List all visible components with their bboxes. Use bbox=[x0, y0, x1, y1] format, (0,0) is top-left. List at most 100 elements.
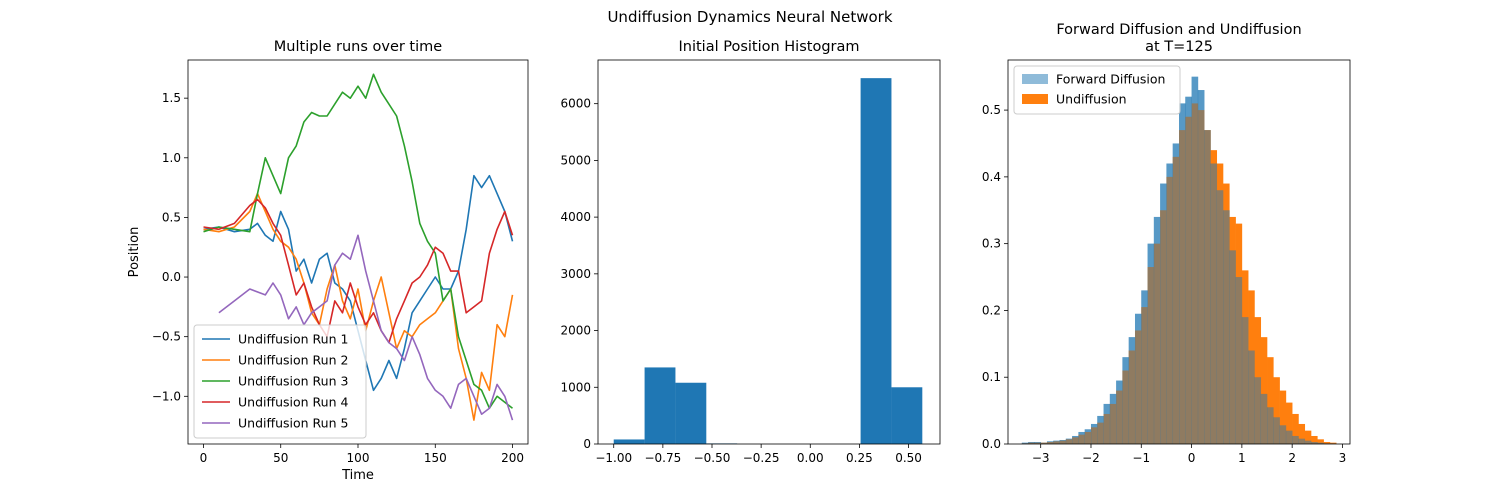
chart-subtitle: at T=125 bbox=[1145, 39, 1213, 55]
forward-diffusion-overlay-bar bbox=[1021, 442, 1029, 444]
forward-diffusion-overlay-bar bbox=[1097, 415, 1104, 444]
y-tick-label: 0.5 bbox=[162, 210, 181, 224]
undiffusion-bar bbox=[1304, 430, 1312, 444]
y-tick-label: 2000 bbox=[560, 324, 591, 338]
legend-label: Undiffusion Run 3 bbox=[238, 374, 348, 389]
x-tick-label: 200 bbox=[501, 451, 524, 465]
y-tick-label: 0.3 bbox=[982, 237, 1001, 251]
y-tick-label: 5000 bbox=[560, 153, 591, 167]
undiffusion-bar bbox=[1317, 439, 1324, 444]
y-tick-label: 0.0 bbox=[162, 270, 181, 284]
undiffusion-bar bbox=[1329, 442, 1337, 444]
histogram-bar bbox=[860, 78, 892, 444]
forward-diffusion-overlay-bar bbox=[1109, 393, 1117, 444]
forward-diffusion-overlay-bar bbox=[1128, 337, 1136, 444]
forward-diffusion-overlay-bar bbox=[1317, 442, 1324, 444]
undiffusion-bar bbox=[1323, 441, 1331, 444]
axes-frame bbox=[597, 59, 941, 445]
y-axis-label: Position bbox=[127, 227, 142, 278]
legend-swatch bbox=[1022, 94, 1048, 104]
undiffusion-bar bbox=[1260, 337, 1268, 444]
y-tick-label: 0.4 bbox=[982, 170, 1001, 184]
forward-diffusion-overlay-bar bbox=[1273, 417, 1280, 444]
forward-diffusion-overlay-bar bbox=[1116, 380, 1123, 444]
legend-label: Undiffusion bbox=[1056, 92, 1127, 107]
legend-box bbox=[1013, 65, 1181, 115]
undiffusion-bar bbox=[1267, 357, 1274, 444]
x-tick-label: 2 bbox=[1288, 451, 1296, 465]
forward-diffusion-overlay-bar bbox=[1065, 438, 1073, 444]
forward-diffusion-overlay-bar bbox=[1166, 163, 1174, 444]
forward-diffusion-overlay-bar bbox=[1040, 442, 1048, 444]
forward-diffusion-overlay-bar bbox=[1179, 103, 1186, 445]
x-tick-label: 100 bbox=[347, 451, 370, 465]
x-tick-label: −2 bbox=[1082, 451, 1100, 465]
forward-diffusion-overlay-bar bbox=[1254, 377, 1262, 444]
legend-label: Undiffusion Run 4 bbox=[238, 395, 348, 410]
legend-label: Undiffusion Run 5 bbox=[238, 416, 348, 431]
x-tick-label: 150 bbox=[424, 451, 447, 465]
y-tick-label: 1.5 bbox=[162, 91, 181, 105]
x-tick-label: 0 bbox=[200, 451, 208, 465]
figure-suptitle: Undiffusion Dynamics Neural Network bbox=[607, 8, 892, 26]
series-line-run-3 bbox=[203, 73, 513, 410]
series-line-run-1 bbox=[203, 174, 514, 392]
undiffusion-bar bbox=[1279, 390, 1287, 444]
axes-frame bbox=[1007, 59, 1351, 445]
x-tick-label: −1 bbox=[1132, 451, 1150, 465]
forward-diffusion-overlay-bar bbox=[1191, 76, 1199, 445]
y-tick-label: 0.1 bbox=[982, 370, 1001, 384]
forward-diffusion-overlay-bar bbox=[1210, 163, 1218, 444]
x-tick-label: −0.75 bbox=[644, 451, 681, 465]
forward-diffusion-overlay-bar bbox=[1204, 130, 1211, 444]
undiffusion-bar bbox=[1292, 413, 1299, 444]
chart-title: Initial Position Histogram bbox=[678, 39, 859, 55]
forward-diffusion-overlay-bar bbox=[1216, 190, 1224, 444]
legend-label: Undiffusion Run 2 bbox=[238, 353, 348, 368]
x-tick-label: −0.50 bbox=[694, 451, 731, 465]
forward-diffusion-overlay-bar bbox=[1084, 429, 1092, 444]
forward-diffusion-overlay-bar bbox=[1223, 210, 1230, 444]
y-tick-label: 4000 bbox=[560, 210, 591, 224]
histogram-bar bbox=[613, 439, 645, 444]
legend-box bbox=[193, 324, 367, 439]
axes-frame bbox=[187, 59, 529, 445]
y-tick-label: −0.5 bbox=[152, 330, 181, 344]
forward-diffusion-overlay-bar bbox=[1046, 441, 1054, 444]
forward-diffusion-overlay-bar bbox=[1229, 250, 1236, 444]
forward-diffusion-overlay-bar bbox=[1235, 277, 1243, 444]
forward-diffusion-overlay-bar bbox=[1072, 435, 1079, 444]
series-line-run-4 bbox=[203, 198, 514, 344]
x-tick-label: 0 bbox=[1188, 451, 1196, 465]
undiffusion-bar bbox=[1273, 377, 1280, 444]
undiffusion-bar bbox=[1311, 435, 1318, 444]
x-tick-label: 1 bbox=[1238, 451, 1246, 465]
x-tick-label: 0.50 bbox=[895, 451, 922, 465]
y-tick-label: 1.0 bbox=[162, 151, 181, 165]
legend-swatch bbox=[1022, 74, 1048, 84]
forward-diffusion-overlay-bar bbox=[1185, 96, 1192, 444]
forward-diffusion-overlay-bar bbox=[1147, 243, 1155, 444]
undiffusion-bar bbox=[1285, 402, 1293, 444]
x-tick-label: −0.25 bbox=[743, 451, 780, 465]
forward-diffusion-overlay-bar bbox=[1141, 290, 1148, 444]
forward-diffusion-overlay-bar bbox=[1090, 423, 1098, 444]
forward-diffusion-overlay-bar bbox=[1298, 438, 1306, 444]
chart-title: Forward Diffusion and Undiffusion bbox=[1056, 22, 1301, 38]
forward-diffusion-overlay-bar bbox=[1059, 439, 1067, 444]
forward-diffusion-overlay-bar bbox=[1311, 441, 1318, 444]
forward-diffusion-overlay-bar bbox=[1197, 90, 1205, 444]
x-tick-label: 0.25 bbox=[846, 451, 873, 465]
histogram-bar bbox=[644, 367, 676, 444]
histogram-bar bbox=[891, 387, 923, 444]
forward-diffusion-overlay-bar bbox=[1267, 407, 1274, 444]
chart-title: Multiple runs over time bbox=[274, 39, 442, 55]
y-tick-label: 0.5 bbox=[982, 103, 1001, 117]
series-line-run-2 bbox=[203, 192, 514, 421]
forward-diffusion-overlay-bar bbox=[1122, 357, 1130, 444]
x-axis-label: Time bbox=[341, 468, 374, 483]
forward-diffusion-overlay-bar bbox=[1053, 440, 1060, 444]
y-tick-label: −1.0 bbox=[152, 389, 181, 403]
forward-diffusion-overlay-bar bbox=[1285, 430, 1293, 444]
